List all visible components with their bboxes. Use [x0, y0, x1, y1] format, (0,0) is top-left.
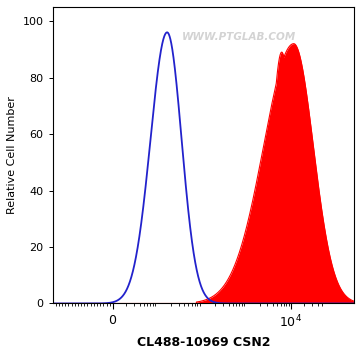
X-axis label: CL488-10969 CSN2: CL488-10969 CSN2 [136, 336, 270, 349]
Text: WWW.PTGLAB.COM: WWW.PTGLAB.COM [182, 32, 297, 42]
Y-axis label: Relative Cell Number: Relative Cell Number [7, 96, 17, 214]
